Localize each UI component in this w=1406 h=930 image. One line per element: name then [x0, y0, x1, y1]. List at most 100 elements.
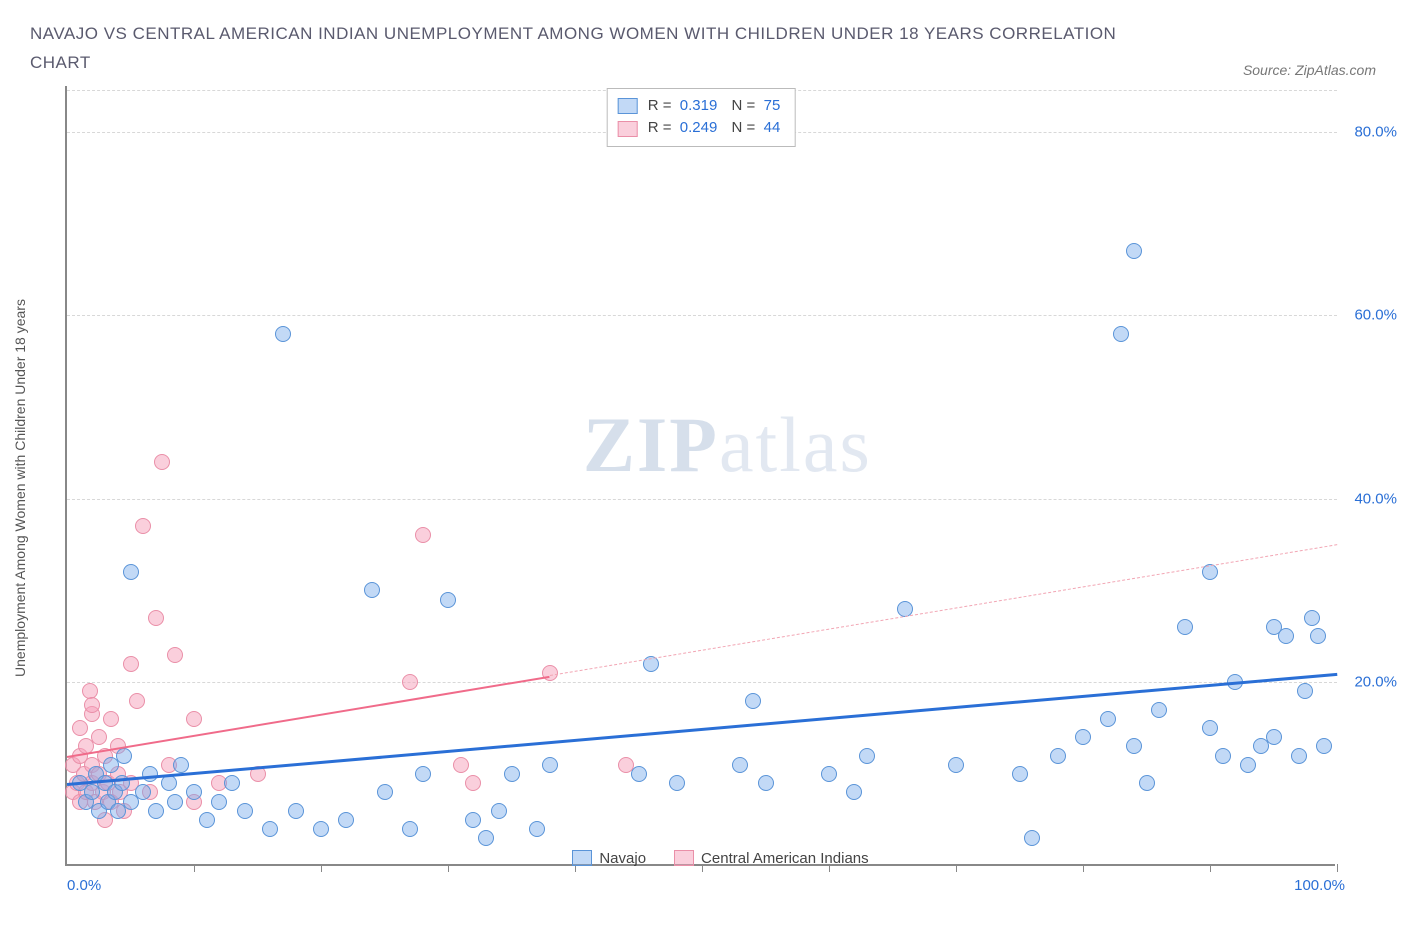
chart-title: NAVAJO VS CENTRAL AMERICAN INDIAN UNEMPL…	[30, 20, 1130, 78]
stat-n-key: N =	[732, 119, 760, 136]
swatch-central	[618, 121, 638, 137]
data-point	[669, 775, 685, 791]
data-point	[1151, 702, 1167, 718]
y-tick-label: 60.0%	[1354, 307, 1397, 324]
legend-swatch-navajo	[572, 850, 592, 866]
data-point	[313, 821, 329, 837]
data-point	[440, 592, 456, 608]
data-point	[142, 766, 158, 782]
data-point	[529, 821, 545, 837]
gridline	[67, 499, 1337, 500]
data-point	[1202, 720, 1218, 736]
data-point	[758, 775, 774, 791]
data-point	[1100, 711, 1116, 727]
data-point	[1297, 683, 1313, 699]
data-point	[402, 674, 418, 690]
data-point	[415, 766, 431, 782]
data-point	[465, 812, 481, 828]
data-point	[1050, 748, 1066, 764]
stat-r-key: R =	[648, 97, 676, 114]
swatch-navajo	[618, 98, 638, 114]
data-point	[199, 812, 215, 828]
data-point	[135, 784, 151, 800]
trend-line	[67, 675, 550, 757]
stat-r-central: 0.249	[680, 119, 718, 136]
y-axis-label: Unemployment Among Women with Children U…	[12, 299, 28, 677]
data-point	[123, 564, 139, 580]
stats-legend-box: R = 0.319 N = 75 R = 0.249 N = 44	[607, 88, 796, 147]
data-point	[1113, 326, 1129, 342]
data-point	[1240, 757, 1256, 773]
data-point	[415, 527, 431, 543]
gridline	[67, 315, 1337, 316]
data-point	[211, 794, 227, 810]
data-point	[237, 803, 253, 819]
data-point	[1012, 766, 1028, 782]
data-point	[1310, 628, 1326, 644]
stat-n-central: 44	[764, 119, 781, 136]
data-point	[173, 757, 189, 773]
x-tick-label: 0.0%	[67, 877, 101, 894]
data-point	[1215, 748, 1231, 764]
legend-bottom: Navajo Central American Indians	[65, 850, 1376, 867]
data-point	[1316, 738, 1332, 754]
stats-row-central: R = 0.249 N = 44	[618, 117, 781, 140]
data-point	[1266, 729, 1282, 745]
data-point	[186, 784, 202, 800]
data-point	[91, 729, 107, 745]
data-point	[1177, 619, 1193, 635]
data-point	[821, 766, 837, 782]
data-point	[948, 757, 964, 773]
data-point	[732, 757, 748, 773]
data-point	[1291, 748, 1307, 764]
data-point	[846, 784, 862, 800]
data-point	[542, 757, 558, 773]
data-point	[167, 794, 183, 810]
data-point	[1139, 775, 1155, 791]
legend-label-navajo: Navajo	[599, 850, 646, 867]
data-point	[186, 711, 202, 727]
plot-box: ZIPatlas R = 0.319 N = 75 R = 0.249 N = …	[65, 86, 1335, 866]
stat-r-key: R =	[648, 119, 676, 136]
data-point	[1075, 729, 1091, 745]
data-point	[103, 711, 119, 727]
y-tick-label: 20.0%	[1354, 674, 1397, 691]
data-point	[377, 784, 393, 800]
chart-container: Unemployment Among Women with Children U…	[30, 86, 1376, 891]
data-point	[148, 610, 164, 626]
data-point	[116, 748, 132, 764]
data-point	[859, 748, 875, 764]
data-point	[1024, 830, 1040, 846]
stat-n-navajo: 75	[764, 97, 781, 114]
source-label: Source: ZipAtlas.com	[1243, 62, 1376, 78]
chart-header: NAVAJO VS CENTRAL AMERICAN INDIAN UNEMPL…	[30, 20, 1376, 78]
gridline	[67, 682, 1337, 683]
stat-r-navajo: 0.319	[680, 97, 718, 114]
trend-line	[67, 673, 1337, 786]
data-point	[745, 693, 761, 709]
legend-item-navajo: Navajo	[572, 850, 646, 867]
data-point	[338, 812, 354, 828]
data-point	[1126, 738, 1142, 754]
data-point	[135, 518, 151, 534]
stats-row-navajo: R = 0.319 N = 75	[618, 95, 781, 118]
watermark-prefix: ZIP	[583, 401, 719, 488]
data-point	[1304, 610, 1320, 626]
data-point	[154, 454, 170, 470]
legend-item-central: Central American Indians	[674, 850, 869, 867]
data-point	[275, 326, 291, 342]
data-point	[72, 720, 88, 736]
data-point	[148, 803, 164, 819]
data-point	[129, 693, 145, 709]
data-point	[402, 821, 418, 837]
data-point	[631, 766, 647, 782]
data-point	[224, 775, 240, 791]
data-point	[1126, 243, 1142, 259]
data-point	[504, 766, 520, 782]
stat-n-key: N =	[732, 97, 760, 114]
y-tick-label: 40.0%	[1354, 490, 1397, 507]
data-point	[1278, 628, 1294, 644]
data-point	[364, 582, 380, 598]
trend-line	[550, 545, 1338, 677]
data-point	[123, 656, 139, 672]
